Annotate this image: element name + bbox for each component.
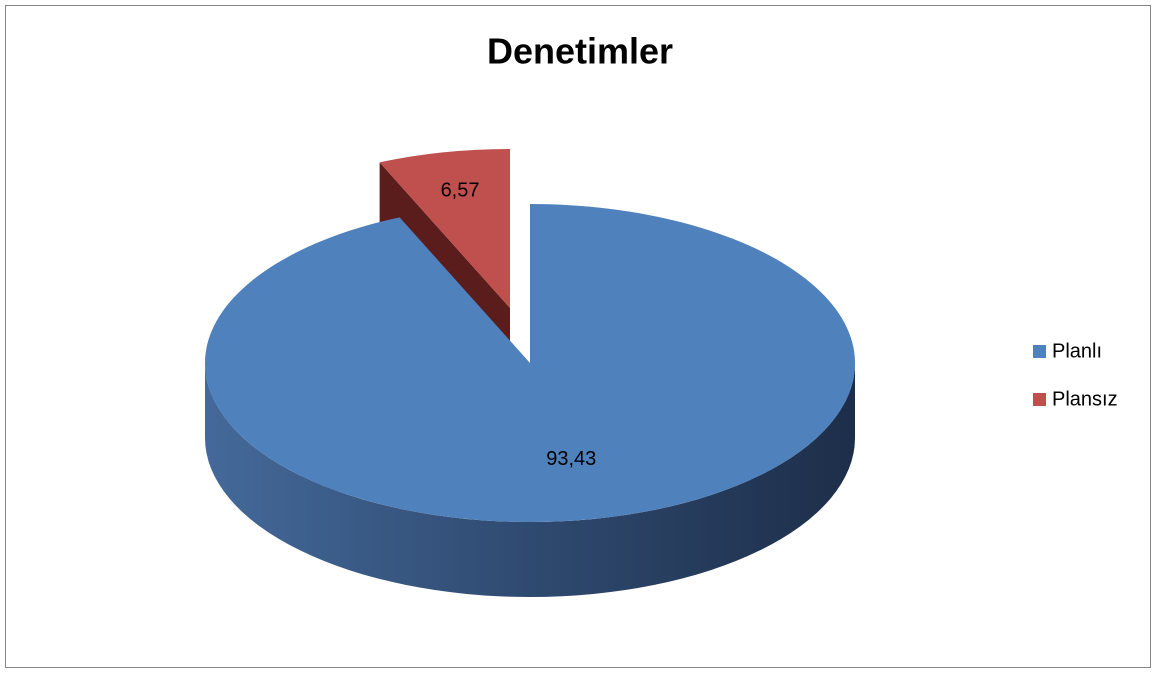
pie: 93,43 6,57 (204, 149, 856, 597)
legend-label: Plansız (1052, 388, 1118, 410)
slice (379, 149, 510, 308)
data-label: 6,57 (441, 180, 480, 202)
data-label: 93,43 (546, 448, 596, 470)
slice-side (205, 363, 855, 597)
chart-title: Denetimler (487, 31, 673, 72)
legend-swatch (1033, 345, 1046, 358)
legend: Planlı Plansız (1033, 340, 1118, 410)
legend-swatch (1033, 393, 1046, 406)
legend-label: Planlı (1052, 340, 1102, 362)
slice (204, 204, 856, 522)
